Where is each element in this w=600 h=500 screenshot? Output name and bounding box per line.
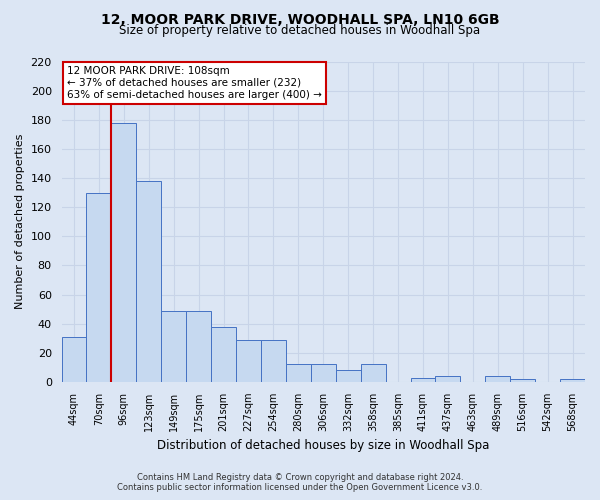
Bar [211, 326, 236, 382]
Bar [311, 364, 336, 382]
Text: 12 MOOR PARK DRIVE: 108sqm
← 37% of detached houses are smaller (232)
63% of sem: 12 MOOR PARK DRIVE: 108sqm ← 37% of deta… [67, 66, 322, 100]
Bar [286, 364, 311, 382]
Bar [410, 378, 436, 382]
Text: Size of property relative to detached houses in Woodhall Spa: Size of property relative to detached ho… [119, 24, 481, 37]
Bar [236, 340, 261, 382]
Bar [261, 340, 286, 382]
Bar [485, 376, 510, 382]
Bar [336, 370, 361, 382]
Bar [62, 337, 86, 382]
Text: 12, MOOR PARK DRIVE, WOODHALL SPA, LN10 6GB: 12, MOOR PARK DRIVE, WOODHALL SPA, LN10 … [101, 12, 499, 26]
Bar [510, 379, 535, 382]
Text: Contains HM Land Registry data © Crown copyright and database right 2024.
Contai: Contains HM Land Registry data © Crown c… [118, 473, 482, 492]
Bar [136, 181, 161, 382]
Bar [560, 379, 585, 382]
Y-axis label: Number of detached properties: Number of detached properties [15, 134, 25, 310]
Bar [361, 364, 386, 382]
Bar [436, 376, 460, 382]
Bar [161, 310, 186, 382]
Bar [186, 310, 211, 382]
X-axis label: Distribution of detached houses by size in Woodhall Spa: Distribution of detached houses by size … [157, 440, 490, 452]
Bar [112, 122, 136, 382]
Bar [86, 192, 112, 382]
